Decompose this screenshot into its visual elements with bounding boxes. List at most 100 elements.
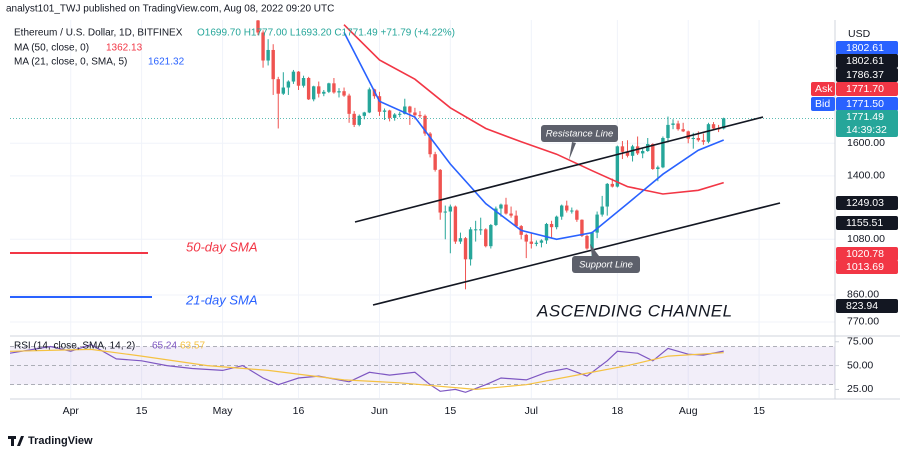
x-tick-label: 16 bbox=[293, 405, 305, 417]
candle-body bbox=[676, 123, 680, 130]
candle-body bbox=[585, 235, 589, 249]
candle-body bbox=[387, 110, 392, 118]
candle-body bbox=[534, 242, 539, 244]
ask-label: Ask bbox=[815, 83, 833, 95]
candle-body bbox=[403, 106, 407, 114]
candle-body bbox=[433, 154, 437, 170]
rsi-line bbox=[10, 343, 724, 393]
x-tick-label: 15 bbox=[753, 405, 765, 417]
candle-body bbox=[686, 131, 690, 139]
sma21-label: 21-day SMA bbox=[185, 292, 258, 307]
candle-body bbox=[706, 124, 711, 142]
candle-body bbox=[605, 183, 609, 207]
candle-body bbox=[656, 167, 660, 170]
candle-body bbox=[661, 137, 665, 168]
channel-lower bbox=[372, 202, 781, 306]
ma-line bbox=[343, 24, 724, 195]
price-tag-label: 1249.03 bbox=[846, 197, 884, 209]
sma50-label: 50-day SMA bbox=[186, 239, 258, 254]
ma50-legend-value: 1362.13 bbox=[106, 43, 143, 54]
price-tag-label: 1155.51 bbox=[846, 217, 883, 229]
price-tag bbox=[836, 82, 898, 96]
candle-body bbox=[342, 91, 346, 96]
candle-body bbox=[332, 83, 336, 93]
candle-body bbox=[696, 137, 701, 141]
rsi-panel: 25.00 50.00 75.00 bbox=[10, 336, 873, 395]
candle-body bbox=[418, 115, 422, 117]
candle-body bbox=[398, 113, 402, 115]
candle-body bbox=[453, 206, 458, 242]
candle-body bbox=[301, 78, 306, 86]
candle-body bbox=[640, 151, 645, 154]
candle-body bbox=[281, 87, 286, 94]
candle-body bbox=[443, 211, 447, 213]
candle-body bbox=[489, 225, 493, 247]
candle-body bbox=[549, 223, 554, 228]
candle-body bbox=[671, 123, 675, 125]
rsi-tick-label: 50.00 bbox=[847, 359, 873, 371]
y-tick-label: 1400.00 bbox=[847, 170, 885, 182]
rsi-line bbox=[10, 348, 724, 391]
price-tag-label: 1771.49 bbox=[846, 111, 884, 123]
x-tick-label: 15 bbox=[444, 405, 456, 417]
price-tag bbox=[836, 54, 898, 68]
candle-body bbox=[458, 238, 463, 242]
candle-body bbox=[473, 229, 478, 231]
rsi-sma-legend-value: 63.57 bbox=[180, 341, 205, 352]
resistance-pointer bbox=[569, 142, 576, 160]
bid-box bbox=[811, 97, 835, 111]
bid-label: Bid bbox=[815, 98, 830, 110]
candle-body bbox=[317, 86, 321, 94]
candle-body bbox=[539, 240, 544, 243]
candle-body bbox=[271, 49, 275, 80]
candle-body bbox=[559, 205, 564, 217]
candle-body bbox=[711, 124, 716, 129]
candle-body bbox=[691, 137, 695, 139]
price-tag bbox=[836, 41, 898, 55]
logo-stem bbox=[11, 436, 14, 446]
candle-body bbox=[256, 20, 260, 33]
candle-body bbox=[681, 129, 685, 132]
candle-body bbox=[479, 229, 483, 231]
ohlc-legend: O1699.70 H1777.00 L1693.20 C1771.49 +71.… bbox=[197, 28, 455, 39]
candle-body bbox=[392, 114, 397, 118]
candle-body bbox=[428, 133, 432, 155]
candle-body bbox=[438, 169, 442, 213]
published-line: analyst101_TWJ published on TradingView.… bbox=[6, 4, 334, 15]
x-tick-label: Apr bbox=[63, 405, 80, 417]
rsi-tick-label: 25.00 bbox=[847, 383, 873, 395]
candle-body bbox=[570, 210, 574, 212]
candle-body bbox=[620, 146, 625, 152]
support-label: Support Line bbox=[579, 260, 633, 271]
candle-body bbox=[504, 204, 508, 214]
candle-body bbox=[625, 151, 630, 156]
candle-body bbox=[261, 32, 265, 61]
x-tick-label: Jul bbox=[525, 405, 538, 417]
ma21-legend-value: 1621.32 bbox=[148, 57, 185, 68]
support-box bbox=[572, 256, 640, 273]
rsi-legend-value: 65.24 bbox=[152, 341, 177, 352]
ask-box bbox=[811, 82, 835, 96]
footer-brand: TradingView bbox=[28, 435, 93, 447]
price-tag-label: 823.94 bbox=[846, 300, 878, 312]
candle-body bbox=[651, 144, 655, 170]
moving-averages bbox=[343, 24, 724, 241]
candle-body bbox=[337, 91, 341, 93]
candle-body bbox=[701, 140, 706, 142]
candle-body bbox=[408, 106, 412, 113]
footer-logo bbox=[8, 436, 24, 446]
y-tick-label: 860.00 bbox=[847, 289, 879, 301]
candle-body bbox=[322, 91, 326, 94]
candle-body bbox=[499, 204, 503, 209]
price-tag bbox=[836, 68, 898, 82]
candle-body bbox=[494, 208, 498, 226]
candle-body bbox=[646, 144, 650, 152]
x-tick-label: 15 bbox=[136, 405, 148, 417]
support-pointer bbox=[590, 244, 599, 256]
resistance-box bbox=[541, 125, 618, 142]
candle-body bbox=[544, 223, 549, 241]
channel-upper bbox=[354, 116, 764, 223]
candle-body bbox=[306, 78, 311, 100]
ma50-legend: MA (50, close, 0) bbox=[14, 43, 89, 54]
